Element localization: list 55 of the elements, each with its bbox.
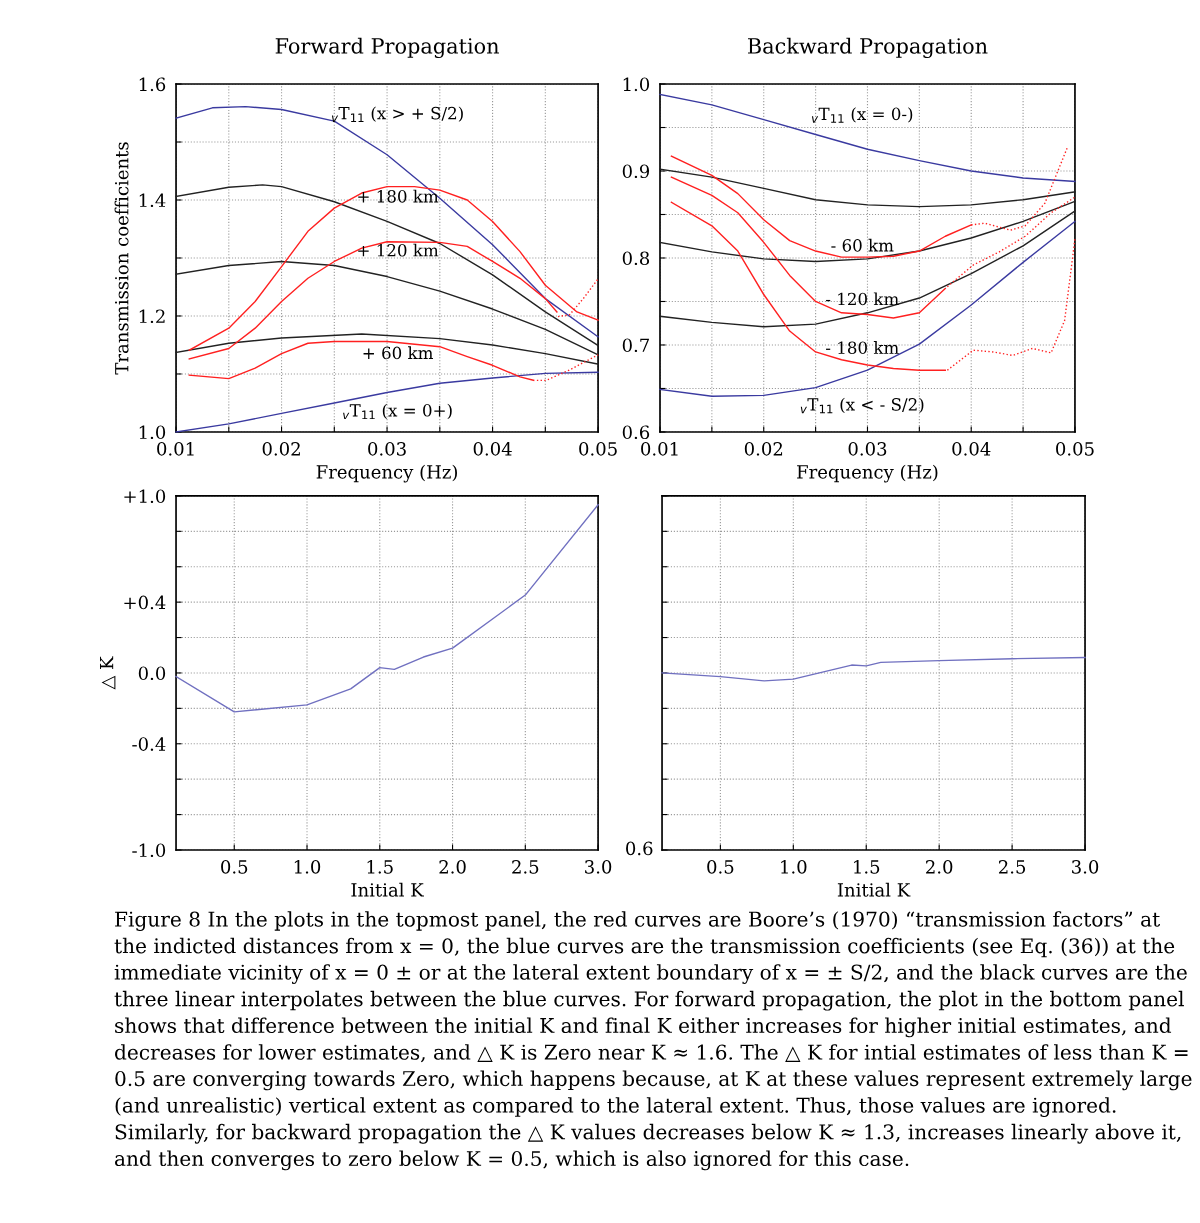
x-tick-label: 0.04 xyxy=(952,442,991,456)
y-tick-label: +0.4 xyxy=(124,595,166,610)
x-tick-label: 2.5 xyxy=(512,860,539,874)
y-axis-title: Transmission coefficients xyxy=(114,142,129,375)
x-tick-label: 3.0 xyxy=(1072,860,1099,874)
annotation: $_{v}$T$_{11}$ (x > + S/2) xyxy=(331,106,463,122)
annotation: $_{v}$T$_{11}$ (x < - S/2) xyxy=(800,397,924,414)
x-tick-label: 0.5 xyxy=(221,860,248,874)
x-tick-label: 0.01 xyxy=(641,442,678,456)
x-tick-label: 0.5 xyxy=(707,860,734,874)
x-tick-label: 0.02 xyxy=(262,442,300,456)
x-tick-label: 3.0 xyxy=(585,860,612,874)
y-tick-label: 0.7 xyxy=(622,338,649,353)
x-tick-label: 1.0 xyxy=(294,860,321,874)
x-axis-title: Frequency (Hz) xyxy=(316,464,457,483)
x-tick-label: 1.5 xyxy=(367,860,393,874)
y-tick-label: 1.6 xyxy=(139,77,166,92)
x-tick-label: 2.5 xyxy=(998,860,1026,874)
x-tick-label: 0.05 xyxy=(579,442,617,456)
y-tick-label: 0.6 xyxy=(622,425,650,440)
x-tick-label: 2.0 xyxy=(439,860,466,874)
text: Figure 8 In the plots in the topmost panel, the red curves are Boore’s (1970) “transmission factors” at the indicted distances from x = 0, the blue curves are the transmission coefficients (see Eq. (36)) at the immediate vicinity of x = 0 ± or at the lateral extent boundary of x = ± S/2, and the black curves are the three linear interpolates between the blue curves. For forward propagation, the plot in the bottom panel shows that difference between the initial K and final K either increases for higher initial estimates, and decreases for lower estimates, and △ K is Zero near K ≈ 1.6. The △ K for intial estimates of less than K = 0.5 are converging towards Zero, which happens because, at K at these values represent extremely large (and unrealistic) vertical extent as compared to the lateral extent. Thus, those values are ignored. Similarly, for backward propagation the △ K values decreases below K ≈ 1.3, increases linearly above it, and then converges to zero below K = 0.5, which is also ignored for this case. xyxy=(114,911,1192,1171)
chart-title: Forward Propagation xyxy=(275,37,499,59)
x-tick-label: 0.04 xyxy=(473,442,512,456)
x-axis-title: Initial K xyxy=(351,882,424,897)
x-tick-label: 0.03 xyxy=(848,442,887,456)
y-axis-title: △ K xyxy=(100,656,116,690)
y-tick-label: -1.0 xyxy=(132,843,166,858)
y-tick-label: 1.2 xyxy=(139,309,165,324)
y-tick-label: 1.0 xyxy=(139,425,166,440)
x-tick-label: 1.5 xyxy=(854,860,880,874)
y-tick-label: 0.9 xyxy=(622,164,650,179)
y-tick-label: -0.4 xyxy=(132,737,166,751)
annotation: + 60 km xyxy=(363,346,433,360)
y-tick-label: 0.0 xyxy=(138,666,166,681)
annotation: - 180 km xyxy=(826,341,899,354)
x-axis-title: Frequency (Hz) xyxy=(797,464,938,483)
x-tick-label: 0.02 xyxy=(744,442,783,456)
chart-title: Backward Propagation xyxy=(748,37,988,59)
x-axis-title: Initial K xyxy=(837,882,911,897)
x-tick-label: 0.03 xyxy=(368,442,406,456)
annotation: $_{v}$T$_{11}$ (x = 0+) xyxy=(343,403,452,420)
x-tick-label: 1.0 xyxy=(781,860,807,874)
annotation: + 120 km xyxy=(358,243,439,257)
annotation: + 180 km xyxy=(358,189,439,203)
y-tick-label: 1.0 xyxy=(623,77,650,92)
y-tick-label: +1.0 xyxy=(124,489,166,504)
x-tick-label: 2.0 xyxy=(926,860,953,874)
y-tick-label: 1.4 xyxy=(139,193,166,208)
x-tick-label: 0.05 xyxy=(1056,442,1094,456)
annotation: - 120 km xyxy=(826,292,899,306)
annotation: $_{v}$T$_{11}$ (x = 0-) xyxy=(811,107,913,123)
x-tick-label: 0.01 xyxy=(157,442,194,456)
y-tick-label: 0.8 xyxy=(622,251,650,266)
annotation: - 60 km xyxy=(831,238,894,252)
